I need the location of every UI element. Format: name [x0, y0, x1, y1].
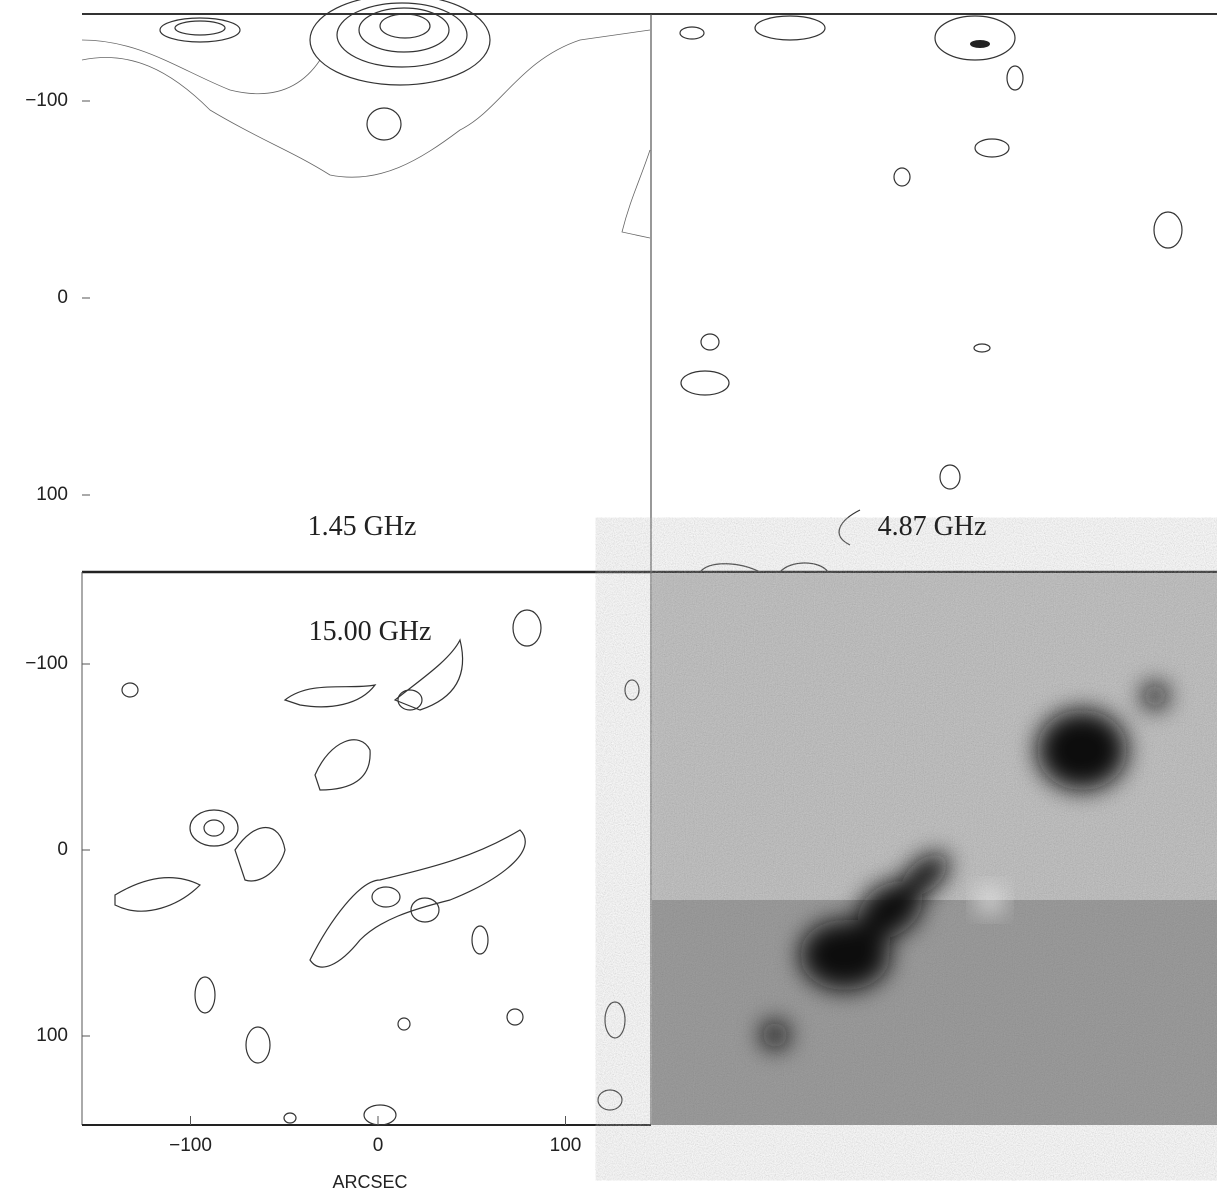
panel-label: 4.87 GHz [878, 511, 987, 542]
y-tick-label: 100 [36, 1025, 68, 1046]
y-tick-label: −100 [25, 90, 68, 111]
y-tick-label: 0 [57, 287, 68, 308]
contours-15-00 [115, 610, 639, 1125]
contours-1-45 [82, 0, 650, 238]
grayscale-image [652, 573, 1217, 1125]
figure: 1.45 GHz 4.87 GHz 15.00 GHz ARCSEC −100 0… [0, 0, 1217, 1198]
panel-label: 15.00 GHz [309, 616, 432, 647]
y-tick-label: 0 [57, 839, 68, 860]
x-tick-label: 0 [373, 1135, 384, 1156]
panel-label: 1.45 GHz [308, 511, 417, 542]
y-tick-label: 100 [36, 484, 68, 505]
contours-4-87 [680, 16, 1182, 572]
x-tick-label: −100 [169, 1135, 212, 1156]
x-axis-label: ARCSEC [332, 1172, 407, 1192]
axis-ticks: −100 0 100 −100 0 100 −100 0 100 [25, 90, 581, 1156]
y-tick-label: −100 [25, 653, 68, 674]
x-tick-label: 100 [550, 1135, 582, 1156]
